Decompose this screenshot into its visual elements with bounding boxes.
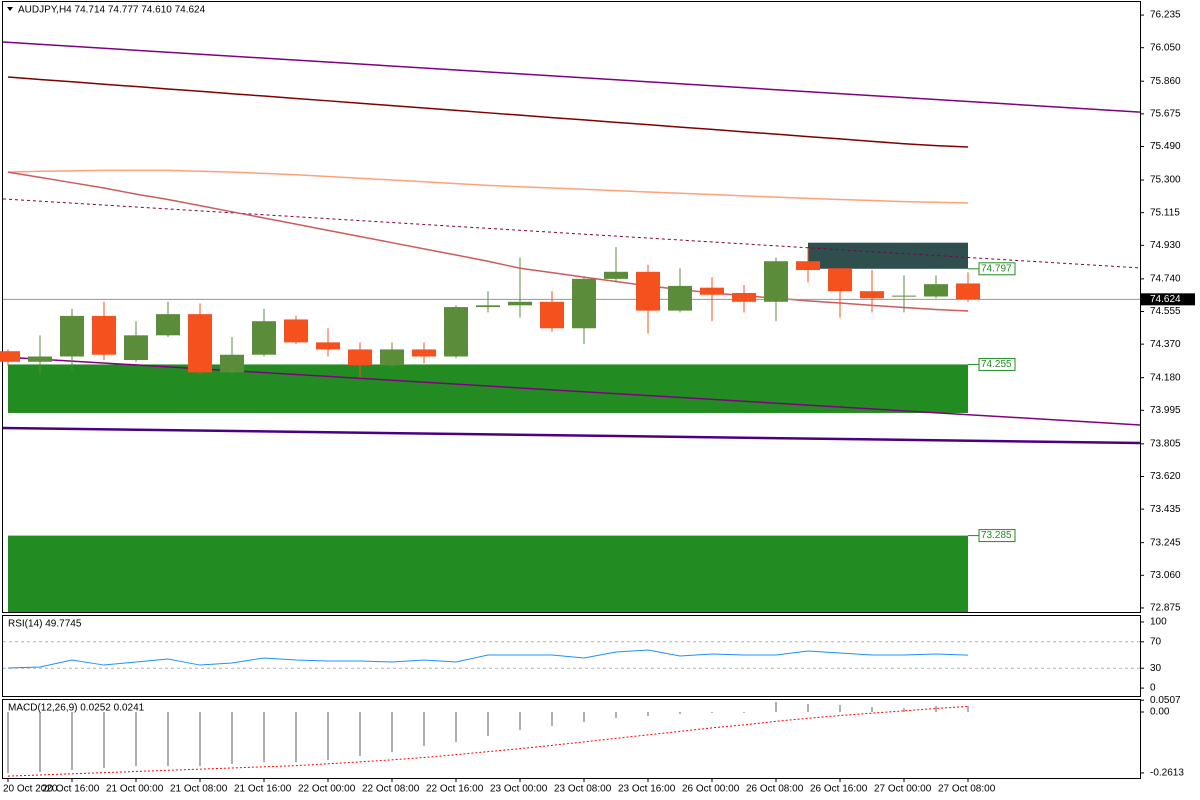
zone-label: 73.285 xyxy=(981,530,1012,541)
x-tick-label: 27 Oct 00:00 xyxy=(874,784,932,795)
y-tick-label: 0.0507 xyxy=(1150,695,1181,706)
main-frame xyxy=(2,1,1141,613)
current-price-label: 74.624 xyxy=(1150,294,1181,305)
trendline xyxy=(2,426,1141,445)
candle-body xyxy=(92,315,116,355)
zone xyxy=(808,242,968,269)
rsi-frame xyxy=(2,615,1141,697)
macd-title: MACD(12,26,9) 0.0252 0.0241 xyxy=(8,703,145,714)
rsi-title: RSI(14) 49.7745 xyxy=(8,619,82,630)
x-tick-label: 23 Oct 08:00 xyxy=(554,784,612,795)
candle-body xyxy=(348,349,372,366)
y-tick-label: 30 xyxy=(1150,663,1162,674)
trendline xyxy=(2,198,1141,269)
candle-body xyxy=(476,305,500,308)
y-tick-label: 0 xyxy=(1150,683,1156,694)
candle-body xyxy=(60,315,84,357)
x-tick-label: 22 Oct 00:00 xyxy=(298,784,356,795)
menu-triangle[interactable] xyxy=(7,7,13,11)
candle-body xyxy=(764,261,788,302)
candle-body xyxy=(124,335,148,361)
x-tick-label: 21 Oct 00:00 xyxy=(106,784,164,795)
x-tick-label: 22 Oct 08:00 xyxy=(362,784,420,795)
y-tick-label: 75.300 xyxy=(1150,175,1181,186)
candle-body xyxy=(444,307,468,357)
candle-body xyxy=(892,295,916,297)
x-tick-label: 23 Oct 16:00 xyxy=(618,784,676,795)
candle-body xyxy=(412,349,436,357)
moving-average xyxy=(7,171,969,312)
main-title: AUDJPY,H4 74.714 74.777 74.610 74.624 xyxy=(18,5,206,16)
y-tick-label: 76.050 xyxy=(1150,42,1181,53)
y-tick-label: 74.740 xyxy=(1150,273,1181,284)
candle-body xyxy=(636,271,660,311)
x-tick-label: 26 Oct 08:00 xyxy=(746,784,804,795)
current-price-box xyxy=(1141,293,1195,306)
y-tick-label: 70 xyxy=(1150,636,1162,647)
y-tick-label: 72.875 xyxy=(1150,603,1181,614)
candle-body xyxy=(540,301,564,329)
candle-body xyxy=(956,283,980,300)
trendline xyxy=(2,41,1141,113)
candle-body xyxy=(732,292,756,302)
x-tick-label: 22 Oct 16:00 xyxy=(426,784,484,795)
plot-layer: 74.797 74.255 73.285 76.235 76.050 75.860 75.6… xyxy=(0,10,1195,795)
candle-body xyxy=(0,351,20,362)
x-tick-label: 21 Oct 08:00 xyxy=(170,784,228,795)
zone-label: 74.797 xyxy=(981,263,1012,274)
zone-label: 74.255 xyxy=(981,359,1012,370)
y-tick-label: 73.620 xyxy=(1150,471,1181,482)
zone xyxy=(8,535,968,612)
y-tick-label: 74.370 xyxy=(1150,339,1181,350)
x-tick-label: 27 Oct 08:00 xyxy=(938,784,996,795)
candle-body xyxy=(220,354,244,373)
candle-body xyxy=(668,285,692,311)
y-tick-label: 75.490 xyxy=(1150,141,1181,152)
x-tick-label: 20 Oct 16:00 xyxy=(42,784,100,795)
candle-body xyxy=(828,268,852,292)
candle-body xyxy=(380,349,404,366)
y-tick-label: 100 xyxy=(1150,617,1167,628)
x-tick-label: 26 Oct 16:00 xyxy=(810,784,868,795)
candle-body xyxy=(860,291,884,299)
y-tick-label: 0.00 xyxy=(1150,707,1170,718)
y-tick-label: 73.435 xyxy=(1150,504,1181,515)
y-tick-label: 74.180 xyxy=(1150,372,1181,383)
y-tick-label: 75.675 xyxy=(1150,109,1181,120)
y-tick-label: 76.235 xyxy=(1150,10,1181,21)
x-tick-label: 26 Oct 00:00 xyxy=(682,784,740,795)
candle-body xyxy=(188,314,212,373)
x-tick-label: 21 Oct 16:00 xyxy=(234,784,292,795)
candle-body xyxy=(28,356,52,362)
y-tick-label: 74.555 xyxy=(1150,306,1181,317)
y-tick-label: 73.245 xyxy=(1150,537,1181,548)
y-tick-label: 73.995 xyxy=(1150,405,1181,416)
moving-average xyxy=(7,169,969,204)
y-tick-label: 73.805 xyxy=(1150,438,1181,449)
y-tick-label: 75.115 xyxy=(1150,207,1180,218)
candle-body xyxy=(156,314,180,336)
candle-body xyxy=(700,287,724,295)
candle-body xyxy=(316,342,340,350)
y-tick-label: -0.2613 xyxy=(1150,768,1184,779)
y-tick-label: 75.860 xyxy=(1150,76,1181,87)
candle-body xyxy=(252,321,276,355)
y-tick-label: 74.930 xyxy=(1150,240,1181,251)
moving-average xyxy=(7,76,969,148)
candle-body xyxy=(796,261,820,271)
x-tick-label: 23 Oct 00:00 xyxy=(490,784,548,795)
candle-body xyxy=(508,301,532,306)
candle-body xyxy=(604,271,628,279)
candle-body xyxy=(572,278,596,329)
candle-body xyxy=(924,284,948,297)
candle-body xyxy=(284,319,308,343)
signal-line xyxy=(7,705,969,777)
x-tick-label: 20 Oct 2020 xyxy=(3,784,58,795)
y-tick-label: 73.060 xyxy=(1150,570,1181,581)
macd-frame xyxy=(2,699,1141,779)
rsi-line xyxy=(7,649,969,669)
